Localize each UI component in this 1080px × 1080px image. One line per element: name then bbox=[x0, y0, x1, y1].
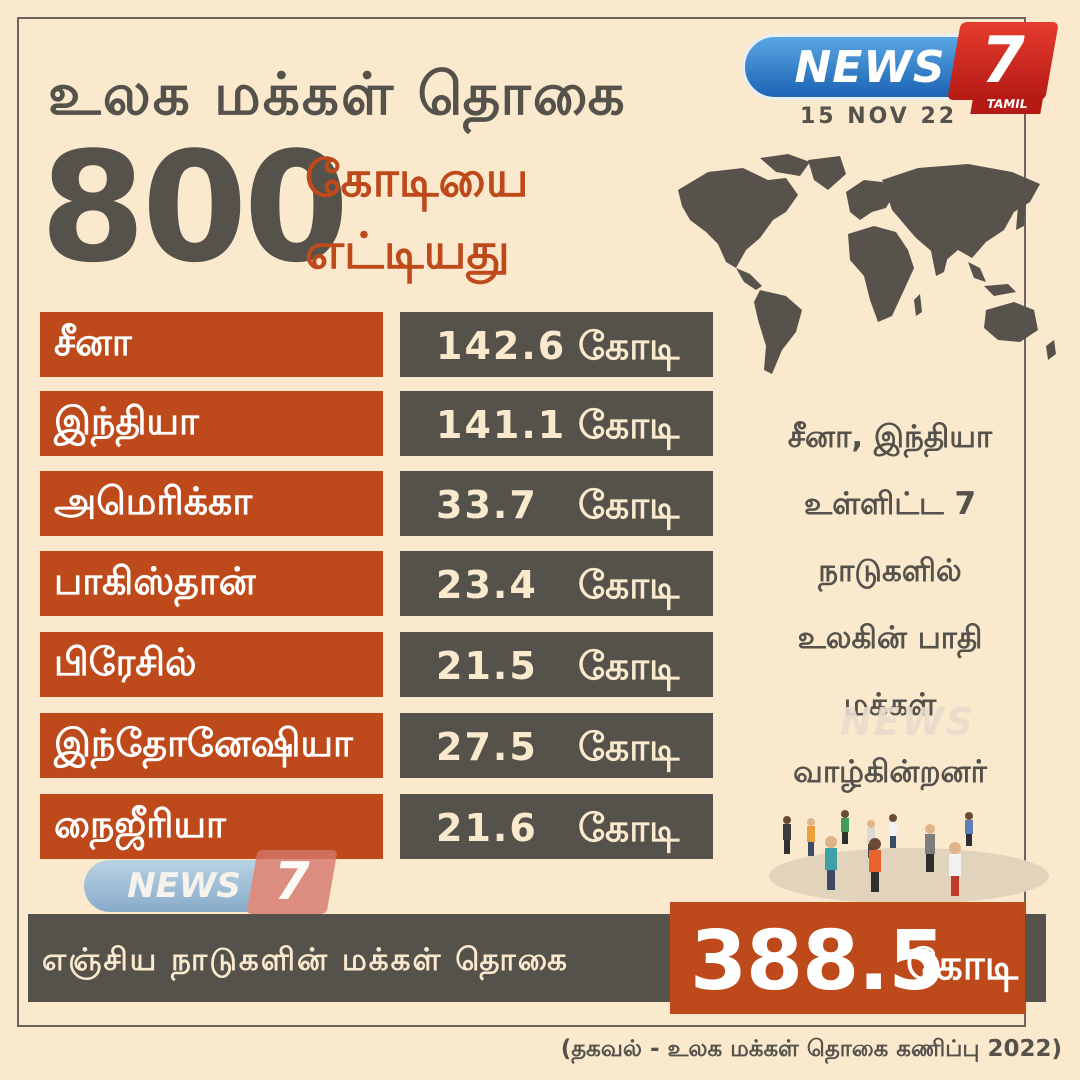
logo-text: NEWS bbox=[742, 34, 998, 100]
country-row-5: பிரேசில் bbox=[40, 632, 383, 697]
country-row-1: சீனா bbox=[40, 312, 383, 377]
value-number: 33.7 bbox=[436, 483, 538, 527]
source-note: (தகவல் - உலக மக்கள் தொகை கணிப்பு 2022) bbox=[560, 1036, 1062, 1062]
value-number: 23.4 bbox=[436, 563, 538, 607]
value-number: 141.1 bbox=[436, 403, 567, 447]
side-note-line: வாழ்கின்றனர் bbox=[793, 754, 987, 790]
value-row-7: 21.6 கோடி bbox=[400, 794, 713, 859]
side-note: சீனா, இந்தியா உள்ளிட்ட 7 நாடுகளில் உலகின… bbox=[740, 404, 1040, 806]
headline-line-1: கோடியை bbox=[305, 150, 529, 208]
country-row-3: அமெரிக்கா bbox=[40, 471, 383, 536]
logo-number: 7 bbox=[947, 22, 1059, 100]
world-map-icon bbox=[678, 154, 1056, 374]
value-row-2: 141.1 கோடி bbox=[400, 391, 713, 456]
value-number: 21.6 bbox=[436, 806, 538, 850]
country-row-7: நைஜீரியா bbox=[40, 794, 383, 859]
news7-logo: NEWS 7 TAMIL bbox=[742, 22, 1062, 114]
country-row-4: பாகிஸ்தான் bbox=[40, 551, 383, 616]
value-unit: கோடி bbox=[578, 403, 680, 447]
headline-number: 800 bbox=[40, 119, 349, 296]
side-note-line: சீனா, இந்தியா bbox=[787, 419, 993, 455]
watermark-logo: NEWS 7 bbox=[84, 850, 338, 920]
value-unit: கோடி bbox=[578, 725, 680, 769]
value-row-6: 27.5 கோடி bbox=[400, 713, 713, 778]
value-row-3: 33.7 கோடி bbox=[400, 471, 713, 536]
value-row-5: 21.5 கோடி bbox=[400, 632, 713, 697]
footer-label: எஞ்சிய நாடுகளின் மக்கள் தொகை bbox=[42, 942, 569, 978]
value-unit: கோடி bbox=[578, 324, 680, 368]
value-unit: கோடி bbox=[578, 644, 680, 688]
side-note-line: உலகின் பாதி bbox=[797, 620, 983, 656]
people-group-icon bbox=[769, 810, 1049, 904]
side-note-line: நாடுகளில் bbox=[818, 553, 962, 589]
country-row-2: இந்தியா bbox=[40, 391, 383, 456]
page-frame bbox=[17, 17, 1026, 1027]
value-number: 21.5 bbox=[436, 644, 538, 688]
value-unit: கோடி bbox=[578, 483, 680, 527]
side-note-line: மக்கள் bbox=[843, 687, 937, 723]
footer-total-box: 388.5 கோடி bbox=[670, 902, 1025, 1014]
value-unit: கோடி bbox=[578, 806, 680, 850]
watermark-text: NEWS bbox=[840, 700, 976, 744]
value-number: 142.6 bbox=[436, 324, 567, 368]
page-title: உலக மக்கள் தொகை bbox=[48, 60, 627, 128]
footer-total-unit: கோடி bbox=[906, 940, 1019, 989]
footer-total-number: 388.5 bbox=[690, 914, 945, 1009]
country-row-6: இந்தோனேஷியா bbox=[40, 713, 383, 778]
value-row-4: 23.4 கோடி bbox=[400, 551, 713, 616]
watermark-logo-number: 7 bbox=[246, 850, 338, 914]
side-note-line: உள்ளிட்ட 7 bbox=[803, 486, 977, 522]
headline-line-2: எட்டியது bbox=[305, 222, 510, 280]
value-unit: கோடி bbox=[578, 563, 680, 607]
date-label: 15 NOV 22 bbox=[800, 104, 958, 129]
value-number: 27.5 bbox=[436, 725, 538, 769]
logo-tag: TAMIL bbox=[970, 94, 1044, 114]
value-row-1: 142.6 கோடி bbox=[400, 312, 713, 377]
